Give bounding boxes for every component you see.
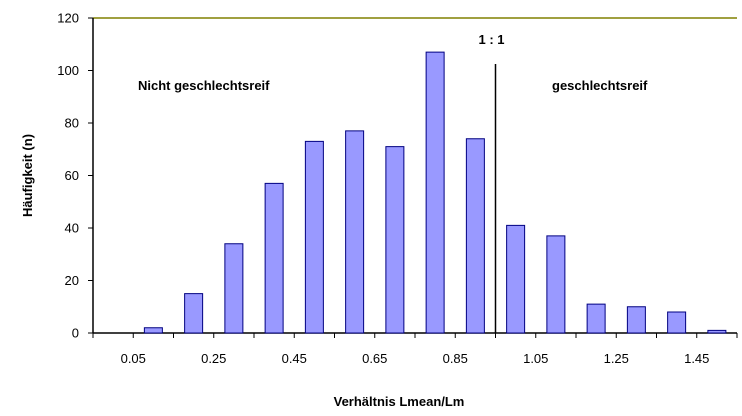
y-tick-label: 80 [65,116,79,131]
x-tick-label: 0.05 [121,351,146,366]
bar [667,311,687,334]
y-tick-label: 40 [65,221,79,236]
bar [626,306,646,334]
bar [304,140,324,334]
y-tick-label: 60 [65,168,79,183]
y-tick-label: 120 [57,11,79,26]
bar [345,130,365,334]
x-tick-label: 0.85 [443,351,468,366]
x-tick-label: 0.25 [201,351,226,366]
bar [425,51,445,334]
x-axis: 0.05 0.25 0.45 0.65 0.85 1.05 1.25 1.45 [92,332,738,366]
bar-series [143,51,727,334]
bar [184,293,204,334]
x-tick-label: 1.45 [684,351,709,366]
bar [506,224,526,334]
x-tick-label: 1.25 [604,351,629,366]
reference-line-label: 1 : 1 [478,32,504,47]
y-axis: 0 20 40 60 80 100 120 [57,11,737,341]
bar [707,329,727,334]
bar [224,243,244,334]
annotation-not-mature: Nicht geschlechtsreif [138,78,270,93]
y-tick-label: 0 [72,326,79,341]
bar [385,146,405,334]
x-tick-label: 1.05 [523,351,548,366]
y-axis-title: Häufigkeit (n) [20,134,35,217]
y-tick-label: 20 [65,273,79,288]
bar [465,138,485,334]
bar [264,182,284,334]
x-tick-label: 0.65 [362,351,387,366]
y-tick-label: 100 [57,63,79,78]
x-axis-title: Verhältnis Lmean/Lm [334,394,465,409]
annotation-mature: geschlechtsreif [552,78,648,93]
x-tick-label: 0.45 [282,351,307,366]
bar [586,303,606,334]
bar [546,235,566,334]
bar [143,327,163,334]
